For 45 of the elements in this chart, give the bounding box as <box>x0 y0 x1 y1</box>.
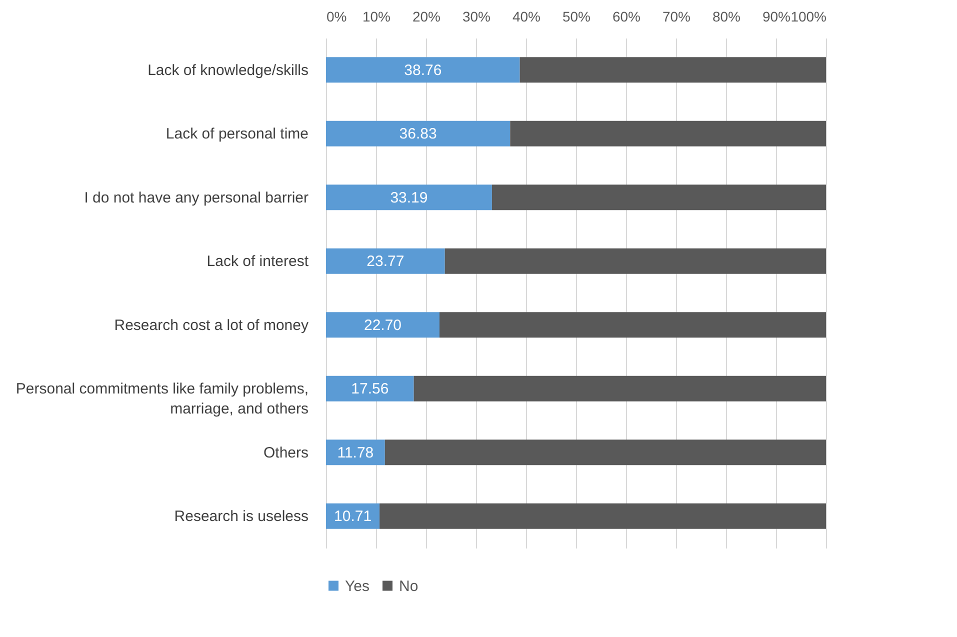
x-tick-label: 40% <box>512 8 541 24</box>
bar <box>414 376 826 402</box>
y-tick-label: Research cost a lot of money <box>114 316 309 334</box>
x-tick-label: 60% <box>612 8 641 24</box>
bar <box>510 120 826 146</box>
x-tick-label: 30% <box>462 8 491 24</box>
x-tick-label: 0% <box>326 8 347 24</box>
x-tick-label: 70% <box>662 8 691 24</box>
bar <box>326 248 445 274</box>
y-tick-label: Research is useless <box>174 508 308 526</box>
x-tick-label: 90% <box>762 8 791 24</box>
y-tick-label: Others <box>263 444 308 462</box>
y-tick-label: Lack of interest <box>206 253 310 270</box>
x-tick-label: 100% <box>790 8 826 24</box>
data-label: 23.77 <box>366 253 404 270</box>
x-tick-label: 80% <box>712 8 741 24</box>
bar <box>326 57 520 83</box>
data-label: 38.76 <box>404 62 442 79</box>
bar <box>326 120 510 146</box>
bar <box>326 440 385 466</box>
bar <box>326 376 414 402</box>
data-label: 33.19 <box>390 189 428 206</box>
data-label: 11.78 <box>337 444 374 462</box>
data-label: 22.70 <box>364 316 402 334</box>
bar <box>384 440 826 466</box>
bar <box>326 503 380 529</box>
data-label: 36.83 <box>399 126 437 143</box>
bar <box>380 503 826 529</box>
x-tick-label: 20% <box>412 8 441 24</box>
bar <box>520 57 826 83</box>
bar <box>444 248 826 274</box>
y-tick-label: I do not have any personal barrier <box>84 189 308 206</box>
bar <box>492 184 826 210</box>
legend-label: Yes <box>345 578 370 595</box>
data-label: 17.56 <box>351 380 389 398</box>
x-tick-label: 50% <box>562 8 591 24</box>
y-tick-label: Lack of personal time <box>166 126 308 143</box>
legend-label: No <box>399 578 418 595</box>
y-tick-label: Lack of knowledge/skills <box>148 62 308 79</box>
x-tick-label: 10% <box>362 8 391 24</box>
bar <box>440 312 826 338</box>
y-tick-label: Personal commitments like family problems, marriage, and others <box>16 380 308 418</box>
bar <box>326 184 492 210</box>
data-label: 10.71 <box>334 508 372 526</box>
bar <box>326 312 440 338</box>
